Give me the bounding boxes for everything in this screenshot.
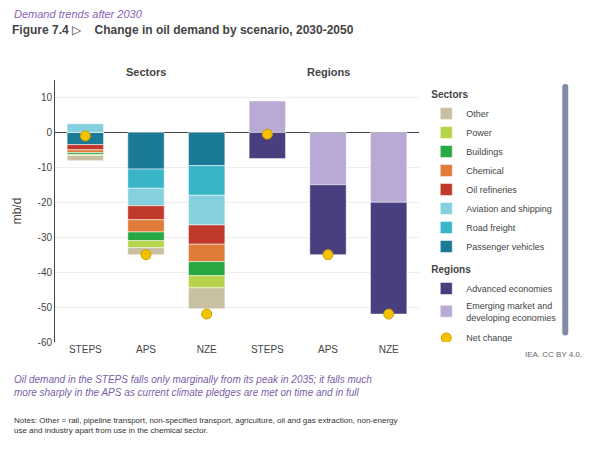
svg-text:STEPS: STEPS (251, 344, 284, 355)
svg-text:-40: -40 (38, 267, 53, 278)
svg-text:-30: -30 (38, 232, 53, 243)
svg-text:Buildings: Buildings (466, 147, 503, 157)
svg-text:Figure 7.4 ▷ Change in oil: Figure 7.4 ▷ Change in oil demand by sce… (12, 23, 354, 37)
svg-text:Power: Power (466, 128, 492, 138)
svg-text:Regions: Regions (307, 66, 350, 78)
svg-text:Advanced economies: Advanced economies (466, 284, 553, 294)
svg-text:STEPS: STEPS (69, 344, 102, 355)
svg-text:IEA. CC BY 4.0.: IEA. CC BY 4.0. (525, 350, 582, 359)
svg-text:Aviation and shipping: Aviation and shipping (466, 204, 551, 214)
svg-text:0: 0 (46, 127, 52, 138)
svg-text:10: 10 (41, 92, 53, 103)
svg-text:Emerging market anddeveloping: Emerging market anddeveloping economies (466, 301, 556, 323)
svg-text:-60: -60 (38, 337, 53, 348)
svg-text:-20: -20 (38, 197, 53, 208)
svg-text:-50: -50 (38, 302, 53, 313)
svg-text:Road freight: Road freight (466, 223, 516, 233)
svg-text:APS: APS (318, 344, 338, 355)
svg-text:Sectors: Sectors (431, 89, 468, 100)
svg-text:Passenger vehicles: Passenger vehicles (466, 242, 545, 252)
svg-text:mb/d: mb/d (10, 198, 24, 225)
svg-text:Sectors: Sectors (126, 66, 166, 78)
svg-text:Demand trends after 2030: Demand trends after 2030 (14, 8, 143, 20)
svg-text:Chemical: Chemical (466, 166, 504, 176)
svg-text:NZE: NZE (197, 344, 217, 355)
svg-text:Net change: Net change (466, 333, 512, 342)
svg-text:NZE: NZE (379, 344, 399, 355)
svg-text:Oil refineries: Oil refineries (466, 185, 517, 195)
svg-text:-10: -10 (38, 162, 53, 173)
svg-text:Notes: Other = rail, pipeline: Notes: Other = rail, pipeline transport,… (14, 416, 398, 435)
svg-text:Oil demand in the STEPS falls: Oil demand in the STEPS falls only margi… (14, 374, 372, 398)
svg-text:Other: Other (466, 109, 489, 119)
svg-text:APS: APS (136, 344, 156, 355)
svg-text:Regions: Regions (431, 264, 471, 275)
